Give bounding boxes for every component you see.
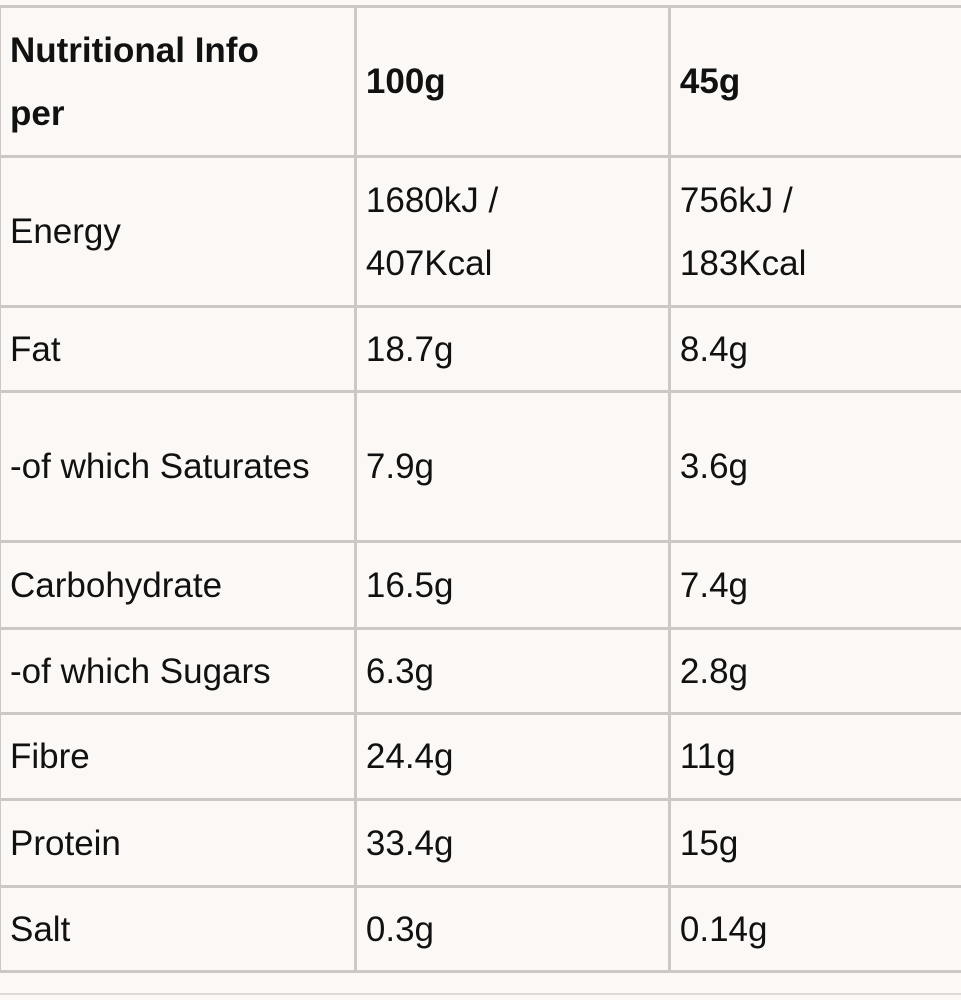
- table-cell: 7.4g: [667, 540, 961, 630]
- table-row: Carbohydrate 16.5g 7.4g: [0, 540, 961, 630]
- table-row: Fat 18.7g 8.4g: [0, 305, 961, 393]
- table-body: Nutritional Info per 100g 45g Energy 1680kJ …: [0, 5, 961, 973]
- table-cell: -of which Saturates: [0, 390, 357, 543]
- table-cell: 756kJ / 183Kcal: [667, 155, 961, 308]
- table-cell: 24.4g: [353, 712, 671, 801]
- table-cell: 18.7g: [353, 305, 671, 393]
- cell-text: 33.4g: [365, 823, 454, 863]
- table-row: -of which Sugars 6.3g 2.8g: [0, 627, 961, 715]
- cell-text: -of which Saturates: [10, 447, 310, 486]
- table-cell: 33.4g: [353, 798, 671, 888]
- table-cell: -of which Sugars: [0, 627, 357, 715]
- header-cell: 45g: [667, 5, 961, 158]
- table-cell: 3.6g: [667, 390, 961, 543]
- cell-text: Fibre: [10, 737, 90, 776]
- cell-text: 16.5g: [365, 565, 454, 605]
- header-cell: 100g: [353, 5, 671, 158]
- table-cell: Protein: [0, 798, 357, 888]
- cell-text: 2.8g: [679, 651, 749, 691]
- table-cell: 0.14g: [667, 885, 961, 973]
- divider: [0, 993, 961, 995]
- cell-text: 7.9g: [365, 447, 435, 486]
- table-row: Protein 33.4g 15g: [0, 798, 961, 888]
- table-cell: 11g: [667, 712, 961, 801]
- table-cell: 2.8g: [667, 627, 961, 715]
- table-row: Energy 1680kJ / 407Kcal 756kJ / 183Kcal: [0, 155, 961, 308]
- cell-text: Salt: [10, 909, 71, 949]
- table-row: Salt 0.3g 0.14g: [0, 885, 961, 973]
- cell-text: Carbohydrate: [10, 565, 223, 605]
- table-cell: Fat: [0, 305, 357, 393]
- table-cell: 0.3g: [353, 885, 671, 973]
- cell-text: 18.7g: [365, 329, 454, 369]
- table-cell: Carbohydrate: [0, 540, 357, 630]
- cell-text: 0.14g: [679, 909, 768, 949]
- cell-text: 11g: [679, 737, 736, 776]
- cell-text: 6.3g: [365, 651, 435, 691]
- header-cell: Nutritional Info per: [0, 5, 357, 158]
- cell-text: Fat: [10, 329, 61, 369]
- cell-text: 756kJ / 183Kcal: [679, 180, 807, 283]
- table-cell: 7.9g: [353, 390, 671, 543]
- table-cell: 8.4g: [667, 305, 961, 393]
- cell-text: 1680kJ / 407Kcal: [365, 180, 499, 283]
- cell-text: 24.4g: [365, 737, 454, 776]
- table-row: Fibre 24.4g 11g: [0, 712, 961, 801]
- cell-text: -of which Sugars: [10, 651, 271, 691]
- cell-text: Energy: [10, 212, 121, 251]
- cell-text: Protein: [10, 823, 121, 863]
- cell-text: 15g: [679, 823, 739, 863]
- cell-text: 8.4g: [679, 329, 749, 369]
- table-cell: Salt: [0, 885, 357, 973]
- cell-text: 100g: [365, 62, 446, 101]
- cell-text: 0.3g: [365, 909, 435, 949]
- table-cell: 6.3g: [353, 627, 671, 715]
- table-cell: 15g: [667, 798, 961, 888]
- nutrition-table: Nutritional Info per 100g 45g Energy 1680kJ …: [0, 5, 961, 973]
- table-cell: Energy: [0, 155, 357, 308]
- cell-text: 45g: [679, 62, 741, 101]
- table-cell: Fibre: [0, 712, 357, 801]
- table-cell: 1680kJ / 407Kcal: [353, 155, 671, 308]
- table-cell: 16.5g: [353, 540, 671, 630]
- cell-text: Nutritional Info per: [10, 30, 259, 133]
- header-row: Nutritional Info per 100g 45g: [0, 5, 961, 158]
- cell-text: 3.6g: [679, 447, 749, 486]
- table-row: -of which Saturates 7.9g 3.6g: [0, 390, 961, 543]
- cell-text: 7.4g: [679, 565, 749, 605]
